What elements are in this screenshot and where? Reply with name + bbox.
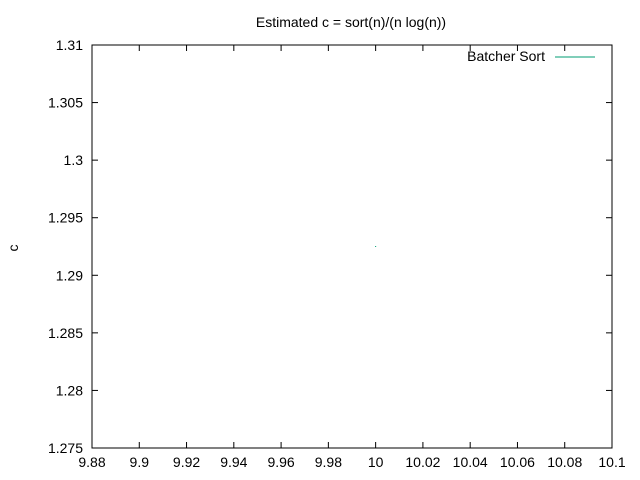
y-tick-label: 1.3 — [64, 152, 84, 168]
x-tick-label: 9.88 — [78, 454, 105, 470]
x-tick-label: 9.98 — [315, 454, 342, 470]
y-tick-label: 1.29 — [56, 267, 83, 283]
y-axis: 1.275 1.28 1.285 1.29 1.295 1.3 1.305 1.31 — [48, 37, 612, 456]
x-tick-label: 10.02 — [405, 454, 440, 470]
x-tick-label: 9.9 — [130, 454, 150, 470]
plot-frame — [91, 44, 613, 449]
x-axis: 9.88 9.9 9.92 9.94 9.96 9.98 10 10.02 10.04 10.06… — [78, 45, 626, 470]
legend-label: Batcher Sort — [467, 48, 545, 64]
series-layer — [375, 246, 377, 247]
y-tick-label: 1.295 — [48, 210, 83, 226]
x-tick-label: 10 — [368, 454, 384, 470]
y-tick-label: 1.305 — [48, 95, 83, 111]
y-tick-label: 1.31 — [56, 37, 83, 53]
x-tick-label: 9.94 — [220, 454, 247, 470]
y-axis-label: c — [5, 245, 21, 252]
legend: Batcher Sort — [467, 48, 595, 64]
x-tick-label: 10.06 — [500, 454, 535, 470]
y-tick-label: 1.28 — [56, 382, 83, 398]
x-tick-label: 10.08 — [547, 454, 582, 470]
y-tick-label: 1.285 — [48, 325, 83, 341]
x-tick-label: 9.92 — [173, 454, 200, 470]
x-tick-label: 9.96 — [267, 454, 294, 470]
x-tick-label: 10.04 — [453, 454, 488, 470]
chart-title: Estimated c = sort(n)/(n log(n)) — [256, 14, 446, 30]
data-point — [375, 246, 377, 247]
y-tick-label: 1.275 — [48, 440, 83, 456]
x-tick-label: 10.1 — [598, 454, 625, 470]
